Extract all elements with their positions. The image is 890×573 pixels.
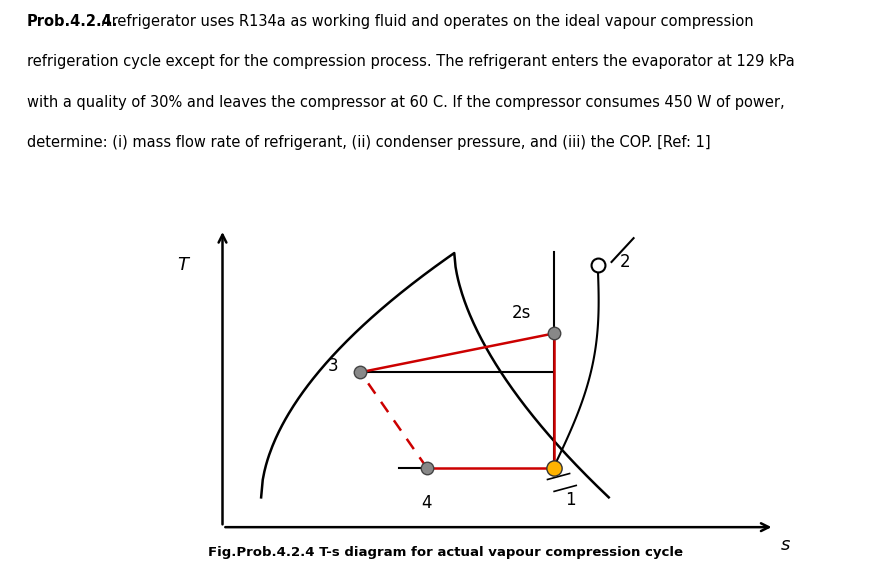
Text: $s$: $s$ — [780, 536, 791, 554]
Text: Arefrigerator uses R134a as working fluid and operates on the ideal vapour compr: Arefrigerator uses R134a as working flui… — [97, 14, 754, 29]
Text: refrigeration cycle except for the compression process. The refrigerant enters t: refrigeration cycle except for the compr… — [27, 54, 795, 69]
Text: Fig.Prob.4.2.4 T-s diagram for actual vapour compression cycle: Fig.Prob.4.2.4 T-s diagram for actual va… — [207, 545, 683, 559]
Text: Prob.4.2.4.: Prob.4.2.4. — [27, 14, 118, 29]
Text: 2s: 2s — [512, 304, 531, 321]
Text: determine: (i) mass flow rate of refrigerant, (ii) condenser pressure, and (iii): determine: (i) mass flow rate of refrige… — [27, 135, 710, 150]
Text: 4: 4 — [422, 494, 432, 512]
Text: 2: 2 — [619, 253, 630, 271]
Text: $T$: $T$ — [177, 256, 191, 274]
Text: 3: 3 — [328, 357, 338, 375]
Text: 1: 1 — [565, 492, 576, 509]
Text: with a quality of 30% and leaves the compressor at 60 C. If the compressor consu: with a quality of 30% and leaves the com… — [27, 95, 784, 109]
